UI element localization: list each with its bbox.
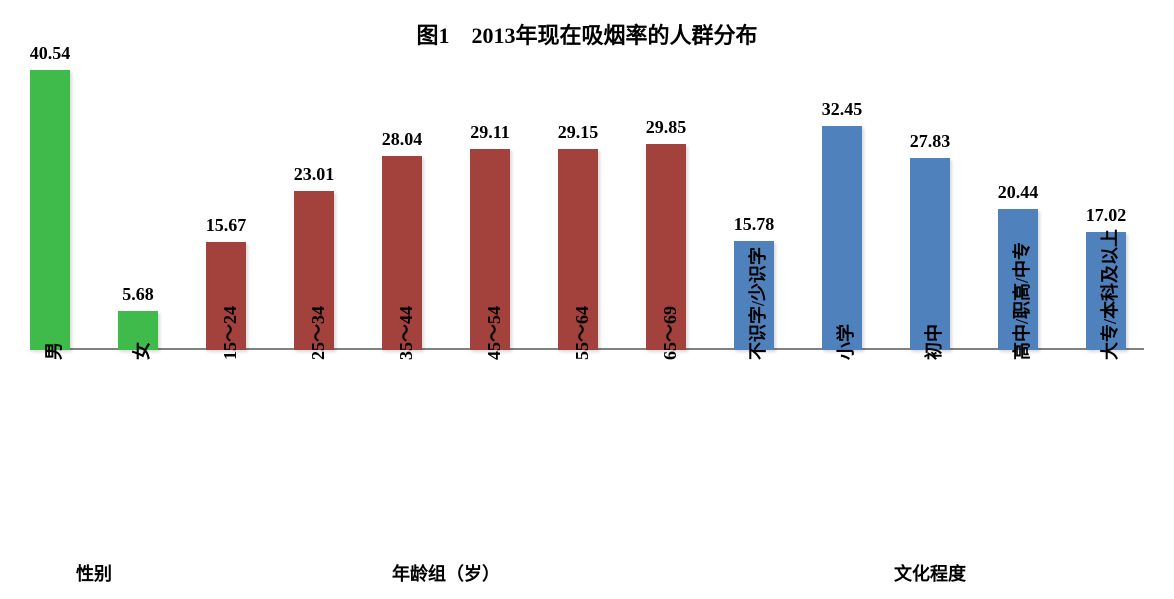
x-axis-label: 女 — [128, 342, 154, 360]
bar-value-label: 15.67 — [186, 215, 266, 236]
bar-value-label: 40.54 — [10, 43, 90, 64]
bar-value-label: 29.15 — [538, 122, 618, 143]
chart-title: 图1 2013年现在吸烟率的人群分布 — [0, 18, 1174, 50]
x-axis-label: 初中 — [920, 324, 946, 360]
bar-value-label: 23.01 — [274, 164, 354, 185]
x-axis-label: 15～24 — [216, 306, 242, 360]
group-label: 文化程度 — [734, 560, 1126, 586]
bar — [822, 126, 862, 350]
x-axis-label: 35～44 — [392, 306, 418, 360]
bar-value-label: 27.83 — [890, 131, 970, 152]
x-axis-label: 高中/职高/中专 — [1008, 242, 1034, 360]
x-axis-label: 不识字/少识字 — [744, 247, 770, 360]
bar-value-label: 32.45 — [802, 99, 882, 120]
bar-value-label: 29.85 — [626, 117, 706, 138]
x-axis-label: 小学 — [832, 324, 858, 360]
x-axis-label: 65～69 — [656, 306, 682, 360]
bar-value-label: 17.02 — [1066, 205, 1146, 226]
bar-value-label: 20.44 — [978, 182, 1058, 203]
bar-value-label: 15.78 — [714, 214, 794, 235]
group-label: 性别 — [30, 560, 158, 586]
x-axis-label: 大专/本科及以上 — [1096, 229, 1122, 360]
x-axis-label: 25～34 — [304, 306, 330, 360]
bar-value-label: 29.11 — [450, 122, 530, 143]
bar-value-label: 28.04 — [362, 129, 442, 150]
bar — [910, 158, 950, 350]
group-label: 年龄组（岁） — [206, 560, 686, 586]
x-axis-label: 男 — [40, 342, 66, 360]
x-axis-label: 55～64 — [568, 306, 594, 360]
x-axis-label: 45～54 — [480, 306, 506, 360]
bar-value-label: 5.68 — [98, 284, 178, 305]
bar — [30, 70, 70, 350]
